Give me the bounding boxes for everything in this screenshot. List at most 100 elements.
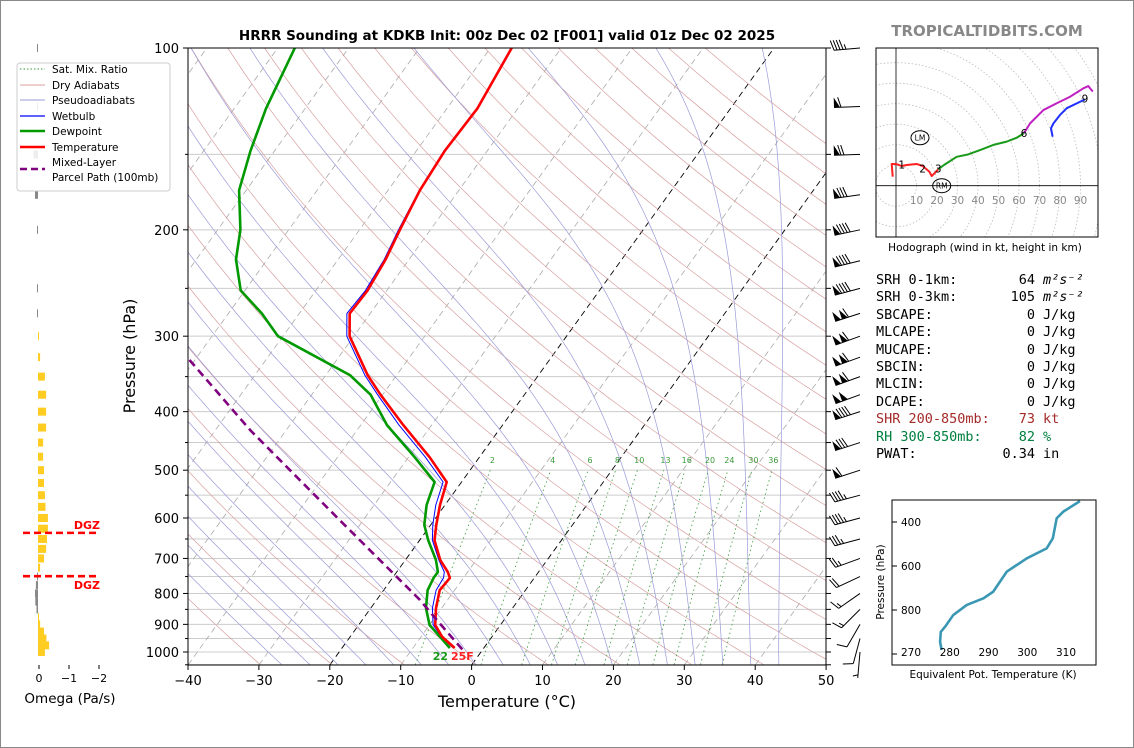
storm-motion-label: RM	[936, 182, 948, 191]
omega-bar	[38, 641, 50, 650]
omega-bar	[38, 423, 47, 432]
stat-row: MLCAPE: 0 J/kg	[876, 324, 1101, 341]
theta-e-y-tick-label: 800	[901, 605, 921, 617]
wind-barb	[832, 222, 861, 236]
barb-shaft	[834, 538, 861, 547]
dry-adiabat	[227, 48, 826, 581]
dry-adiabat	[301, 48, 826, 507]
wind-barb	[833, 144, 861, 156]
skewt-profiles: 2 4 6 8 10 13 16 20 24 30 36	[188, 48, 778, 651]
hodograph-height-label: 9	[1082, 94, 1089, 106]
barb-full	[842, 352, 850, 362]
omega-bar	[37, 225, 38, 234]
barb-full	[834, 491, 842, 501]
theta-e-y-tick-label: 400	[901, 517, 921, 529]
x-tick-label: −20	[316, 674, 343, 689]
omega-bar	[38, 634, 47, 643]
mixing-ratio-line	[673, 470, 729, 665]
mixing-ratio-label: 6	[587, 456, 592, 465]
barb-full	[831, 578, 840, 587]
stat-unit: J/kg	[1043, 341, 1076, 358]
stat-value: 0 J/kg	[1027, 324, 1101, 341]
hodograph-ring-label: 10	[910, 195, 923, 207]
dry-adiabat	[188, 407, 477, 665]
omega-axis-label: Omega (Pa/s)	[24, 691, 115, 707]
barb-full	[841, 406, 849, 416]
omega-bar	[35, 589, 38, 598]
stat-unit: m²s⁻²	[1043, 289, 1084, 306]
surface-dewpoint-label: 22	[433, 650, 448, 663]
surface-labels: 22 25F	[433, 650, 474, 663]
y-tick-label: 1000	[146, 646, 179, 661]
pseudoadiabat	[188, 193, 558, 665]
stat-number: 64	[1018, 272, 1035, 288]
barb-full	[834, 514, 842, 524]
theta-e-frame	[891, 499, 1097, 666]
omega-bar	[38, 452, 44, 461]
x-tick-label: −10	[387, 674, 414, 689]
wind-barb	[828, 557, 861, 568]
wind-barb	[828, 535, 861, 547]
parcel-path-line	[188, 357, 464, 651]
barb-full	[831, 535, 839, 546]
omega-bar	[38, 478, 44, 487]
barb-flag	[832, 188, 841, 199]
hodograph-height-label: 1	[898, 160, 905, 172]
theta-e-line	[938, 500, 1081, 651]
barb-flag	[832, 394, 842, 404]
barb-flag	[838, 391, 848, 402]
isotherm	[188, 48, 633, 665]
barb-flag	[833, 145, 841, 156]
pseudoadiabat	[761, 48, 784, 665]
hodograph-ring-label: 50	[992, 195, 1005, 207]
y-tick-label: 800	[154, 587, 179, 602]
omega-bar	[36, 605, 38, 614]
pseudoadiabat	[188, 251, 531, 665]
stat-unit: J/kg	[1043, 376, 1076, 393]
barb-shaft	[846, 624, 861, 648]
wind-barb	[832, 372, 861, 386]
barb-shaft	[838, 593, 861, 609]
barb-full	[828, 515, 836, 525]
wind-barb	[842, 638, 861, 665]
barb-full	[844, 222, 851, 233]
pseudoadiabat	[528, 48, 724, 665]
mixing-ratio-line	[414, 470, 491, 665]
mixing-ratio-label: 8	[615, 456, 620, 465]
stat-number: 82	[1018, 428, 1035, 445]
barb-full	[842, 308, 849, 318]
barb-full	[837, 513, 845, 523]
omega-tick-label: −2	[91, 672, 107, 685]
temperature-line	[348, 48, 513, 649]
mixing-ratio-label: 30	[748, 456, 758, 465]
theta-e-x-tick-label: 280	[940, 647, 960, 659]
barb-full	[842, 331, 850, 341]
omega-bar	[38, 514, 48, 523]
barb-flag	[838, 309, 848, 320]
barb-half	[843, 516, 847, 522]
isotherm	[258, 48, 704, 665]
dry-adiabat	[374, 48, 826, 435]
omega-bar	[38, 554, 44, 563]
barb-full	[837, 490, 845, 500]
dry-adiabat	[521, 48, 826, 300]
dry-adiabat	[188, 597, 261, 665]
mixing-ratio-label: 4	[550, 456, 555, 465]
omega-bar	[38, 491, 45, 500]
barb-flag	[838, 354, 848, 364]
wind-barb	[828, 490, 861, 503]
barb-flag	[832, 356, 842, 367]
barb-half	[843, 44, 847, 50]
legend-label: Sat. Mix. Ratio	[52, 64, 128, 76]
mixing-ratio-line	[700, 470, 753, 665]
pseudoadiabat	[188, 384, 449, 665]
dry-adiabat	[188, 285, 621, 665]
mixing-ratio-label: 2	[490, 456, 495, 465]
barb-full	[829, 579, 837, 588]
dry-adiabat	[484, 48, 826, 333]
barb-full	[841, 437, 849, 447]
stat-row: DCAPE: 0 J/kg	[876, 394, 1101, 411]
omega-bar	[38, 372, 45, 381]
hodograph-height-label: 2	[919, 163, 926, 175]
